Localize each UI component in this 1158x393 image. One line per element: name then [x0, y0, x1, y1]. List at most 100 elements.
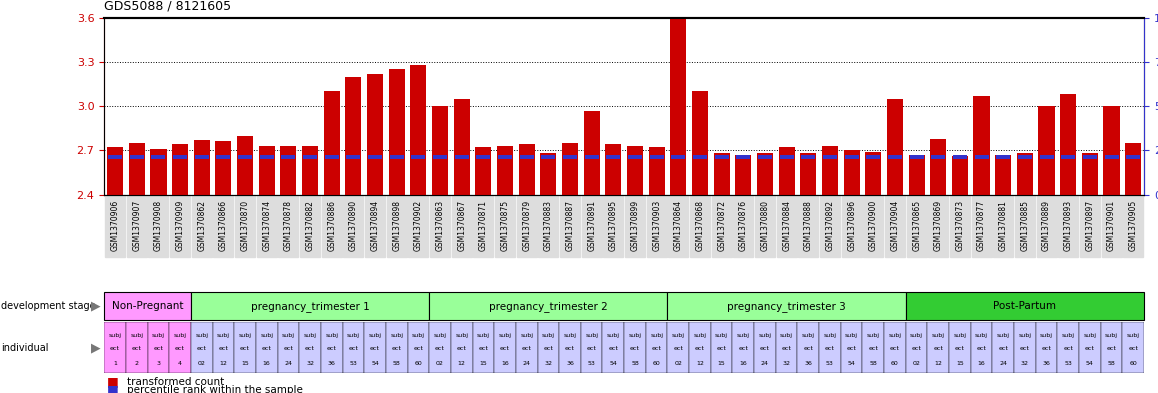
Text: 60: 60 [415, 361, 423, 365]
Bar [628, 155, 642, 159]
Bar [930, 138, 946, 195]
Text: subj: subj [217, 332, 230, 338]
Bar [646, 322, 667, 373]
Text: subj: subj [650, 332, 664, 338]
Bar [866, 155, 880, 159]
Bar [776, 322, 798, 373]
Text: 16: 16 [740, 361, 747, 365]
Text: 16: 16 [501, 361, 508, 365]
Text: ect: ect [197, 346, 206, 351]
Bar [239, 155, 252, 159]
Bar [389, 69, 405, 195]
Bar [104, 322, 126, 373]
Bar [520, 155, 534, 159]
Bar [1017, 153, 1033, 195]
Bar [843, 150, 859, 195]
Bar [280, 146, 296, 195]
Text: 54: 54 [848, 361, 856, 365]
Bar [606, 144, 622, 195]
Bar [1035, 322, 1057, 373]
Bar [995, 155, 1011, 195]
Text: ect: ect [846, 346, 857, 351]
Text: ect: ect [955, 346, 965, 351]
Text: subj: subj [932, 332, 945, 338]
Text: subj: subj [433, 332, 447, 338]
Text: subj: subj [1040, 332, 1053, 338]
Bar [711, 322, 733, 373]
Bar [432, 106, 448, 195]
Text: 58: 58 [631, 361, 639, 365]
Text: subj: subj [845, 332, 858, 338]
Bar [581, 322, 602, 373]
Text: pregnancy_trimester 3: pregnancy_trimester 3 [727, 301, 846, 312]
Text: 24: 24 [522, 361, 530, 365]
Text: 32: 32 [1021, 361, 1029, 365]
Text: subj: subj [477, 332, 490, 338]
Text: subj: subj [716, 332, 728, 338]
Text: subj: subj [1018, 332, 1032, 338]
Bar [498, 155, 512, 159]
Text: 24: 24 [285, 361, 292, 365]
Bar [779, 155, 793, 159]
Text: subj: subj [1105, 332, 1119, 338]
Text: 02: 02 [674, 361, 682, 365]
Text: development stage: development stage [1, 301, 96, 311]
Bar [909, 155, 925, 195]
Bar [430, 322, 450, 373]
Text: subj: subj [368, 332, 381, 338]
Text: 58: 58 [1108, 361, 1115, 365]
Bar [323, 91, 339, 195]
Text: subj: subj [758, 332, 771, 338]
Text: ect: ect [630, 346, 640, 351]
Bar [1083, 155, 1097, 159]
Bar [754, 322, 776, 373]
Bar [863, 322, 885, 373]
Text: subj: subj [109, 332, 122, 338]
Text: 36: 36 [805, 361, 812, 365]
Text: ect: ect [1128, 346, 1138, 351]
Bar [931, 155, 945, 159]
Text: ect: ect [262, 346, 272, 351]
Bar [364, 322, 386, 373]
Bar [169, 322, 191, 373]
Bar [650, 155, 664, 159]
Bar [367, 73, 383, 195]
Bar [343, 322, 364, 373]
Text: subj: subj [975, 332, 988, 338]
Text: 15: 15 [479, 361, 488, 365]
Text: subj: subj [1062, 332, 1075, 338]
Text: ect: ect [911, 346, 922, 351]
Bar [563, 155, 577, 159]
Bar [195, 155, 208, 159]
Text: ■: ■ [107, 383, 118, 393]
Text: ect: ect [284, 346, 293, 351]
Text: 12: 12 [219, 361, 227, 365]
Bar [928, 322, 950, 373]
Bar [672, 155, 686, 159]
Text: 53: 53 [350, 361, 358, 365]
Text: ect: ect [739, 346, 748, 351]
Text: ect: ect [349, 346, 358, 351]
Text: ect: ect [782, 346, 792, 351]
Bar [1079, 322, 1101, 373]
Text: ect: ect [175, 346, 185, 351]
Bar [497, 146, 513, 195]
Bar [129, 143, 145, 195]
Text: 2: 2 [134, 361, 139, 365]
Text: subj: subj [196, 332, 208, 338]
Text: subj: subj [564, 332, 577, 338]
Text: ect: ect [608, 346, 618, 351]
Text: subj: subj [888, 332, 901, 338]
Text: ect: ect [674, 346, 683, 351]
Text: subj: subj [672, 332, 684, 338]
Bar [667, 292, 906, 320]
Text: subj: subj [910, 332, 923, 338]
Bar [887, 99, 903, 195]
Bar [1082, 153, 1098, 195]
Text: 3: 3 [156, 361, 160, 365]
Bar [906, 292, 1144, 320]
Bar [494, 322, 515, 373]
Text: subj: subj [152, 332, 164, 338]
Bar [104, 292, 191, 320]
Text: percentile rank within the sample: percentile rank within the sample [127, 385, 303, 393]
